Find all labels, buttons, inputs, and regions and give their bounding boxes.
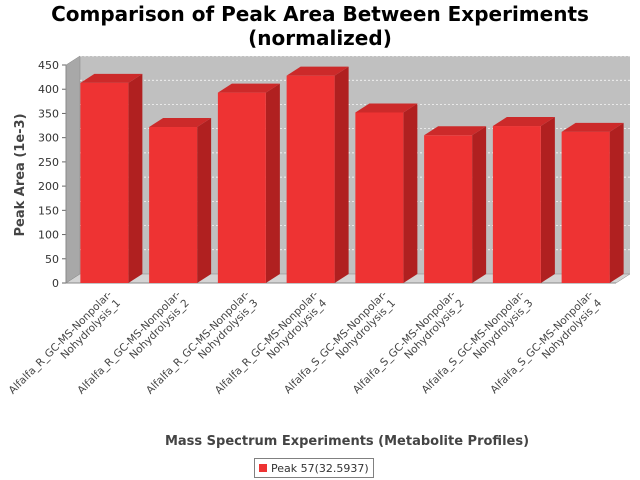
bar-top xyxy=(217,83,280,93)
x-tick-label: Alfalfa_R_GC-MS-Nonpolar-Nohydrolysis_1 xyxy=(7,288,123,396)
legend: Peak 57(32.5937) xyxy=(254,458,374,478)
y-tick-label: 350 xyxy=(38,107,59,120)
bar xyxy=(149,127,198,284)
y-tick-label: 50 xyxy=(45,253,59,266)
bar-top xyxy=(286,66,349,76)
chart-title-line-2: (normalized) xyxy=(248,26,392,50)
bar-side xyxy=(403,103,418,283)
y-tick-label: 450 xyxy=(38,59,59,72)
legend-label: Peak 57(32.5937) xyxy=(271,461,369,475)
x-axis-label: Mass Spectrum Experiments (Metabolite Pr… xyxy=(165,434,529,449)
bar xyxy=(80,82,129,284)
chart-title: Comparison of Peak Area Between Experime… xyxy=(0,2,640,50)
bar xyxy=(286,75,335,283)
bar xyxy=(492,126,541,283)
y-tick-label: 100 xyxy=(38,229,59,242)
bar-side xyxy=(334,66,349,283)
bar xyxy=(355,112,404,283)
bar-side xyxy=(128,73,143,284)
y-tick-label: 400 xyxy=(38,83,59,96)
bar-top xyxy=(149,118,212,128)
bar-top xyxy=(80,73,143,83)
plot-back-wall xyxy=(80,56,630,274)
legend-swatch xyxy=(259,464,267,472)
y-axis-label: Peak Area (1e-3) xyxy=(13,113,28,236)
bar xyxy=(217,92,266,283)
y-tick-label: 0 xyxy=(52,277,59,290)
bar-top xyxy=(561,122,624,132)
bar xyxy=(424,135,473,283)
bar-side xyxy=(540,117,555,283)
bar-side xyxy=(265,83,280,283)
y-tick-label: 300 xyxy=(38,132,59,145)
bars xyxy=(80,66,624,284)
bar-top xyxy=(492,117,555,127)
bar-side xyxy=(197,118,212,284)
bar-side xyxy=(609,122,624,283)
chart-title-line-1: Comparison of Peak Area Between Experime… xyxy=(51,2,589,26)
bar-top xyxy=(424,126,487,136)
bar-side xyxy=(472,126,487,283)
y-tick-label: 250 xyxy=(38,156,59,169)
x-tick-labels: Alfalfa_R_GC-MS-Nonpolar-Nohydrolysis_1A… xyxy=(7,288,605,396)
bar-top xyxy=(355,103,418,113)
plot-left-wall xyxy=(65,55,81,284)
y-tick-label: 150 xyxy=(38,204,59,217)
plot-background xyxy=(65,55,631,284)
bar xyxy=(561,131,610,283)
y-tick-label: 200 xyxy=(38,180,59,193)
